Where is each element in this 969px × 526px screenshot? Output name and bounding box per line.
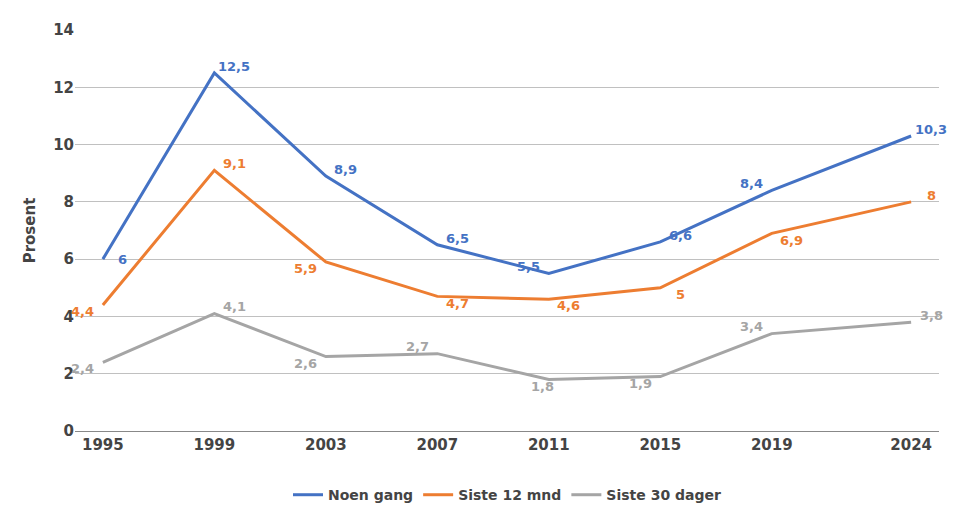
svg-text:12: 12 [53, 79, 74, 97]
svg-text:14: 14 [53, 21, 74, 39]
svg-text:8,9: 8,9 [334, 162, 357, 177]
svg-text:2,4: 2,4 [71, 361, 94, 376]
svg-text:1,8: 1,8 [531, 379, 554, 394]
svg-text:4: 4 [64, 308, 74, 326]
svg-text:Prosent: Prosent [21, 198, 39, 264]
svg-text:3,8: 3,8 [920, 308, 943, 323]
svg-text:9,1: 9,1 [223, 156, 246, 171]
svg-text:2: 2 [64, 365, 74, 383]
svg-text:Noen gang: Noen gang [328, 487, 413, 503]
svg-text:12,5: 12,5 [218, 59, 250, 74]
svg-text:5,9: 5,9 [294, 261, 317, 276]
svg-text:2011: 2011 [528, 436, 570, 454]
svg-text:6: 6 [64, 250, 74, 268]
svg-text:1995: 1995 [82, 436, 124, 454]
svg-text:5,5: 5,5 [517, 259, 540, 274]
svg-text:6,5: 6,5 [446, 231, 469, 246]
svg-text:4,6: 4,6 [557, 298, 580, 313]
svg-text:2019: 2019 [751, 436, 793, 454]
svg-text:8,4: 8,4 [740, 176, 763, 191]
svg-text:2003: 2003 [305, 436, 347, 454]
svg-text:5: 5 [676, 287, 685, 302]
svg-text:2,7: 2,7 [406, 339, 429, 354]
svg-text:10,3: 10,3 [915, 122, 947, 137]
svg-text:2015: 2015 [639, 436, 681, 454]
svg-text:1999: 1999 [193, 436, 235, 454]
svg-text:3,4: 3,4 [740, 319, 763, 334]
svg-text:2,6: 2,6 [294, 356, 317, 371]
svg-text:6: 6 [118, 252, 127, 267]
svg-text:Siste 12 mnd: Siste 12 mnd [458, 487, 561, 503]
svg-text:4,7: 4,7 [446, 296, 469, 311]
svg-text:4,4: 4,4 [71, 304, 94, 319]
svg-text:8: 8 [927, 188, 936, 203]
svg-text:1,9: 1,9 [629, 376, 652, 391]
svg-text:4,1: 4,1 [223, 299, 246, 314]
svg-text:6,9: 6,9 [780, 233, 803, 248]
svg-text:10: 10 [53, 136, 74, 154]
svg-text:8: 8 [64, 193, 74, 211]
svg-text:Siste 30 dager: Siste 30 dager [606, 487, 721, 503]
svg-text:0: 0 [64, 422, 74, 440]
svg-text:2024: 2024 [890, 436, 932, 454]
svg-text:2007: 2007 [416, 436, 458, 454]
svg-text:6,6: 6,6 [669, 228, 692, 243]
